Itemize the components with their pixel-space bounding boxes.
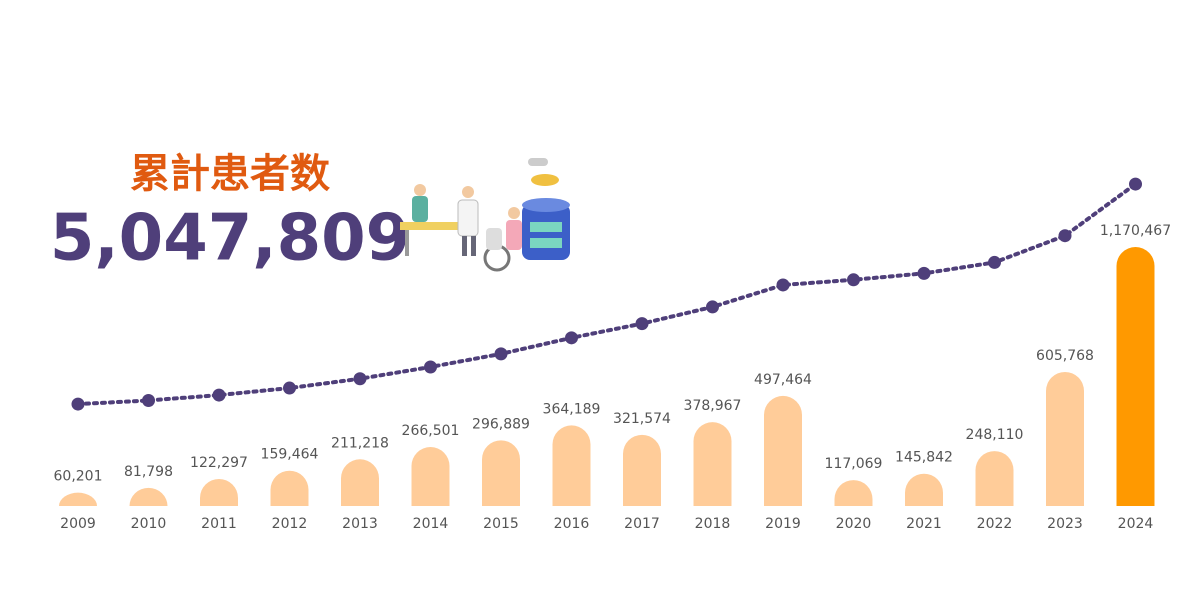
line-point <box>1129 177 1142 191</box>
x-tick-label: 2019 <box>765 516 801 532</box>
x-tick-label: 2016 <box>554 516 590 532</box>
bar <box>764 395 802 506</box>
cumulative-line <box>76 182 1138 407</box>
value-label: 81,798 <box>124 464 173 480</box>
bar <box>905 473 943 506</box>
bar <box>341 459 379 506</box>
bar <box>200 478 238 506</box>
bar <box>834 480 873 506</box>
line-point <box>494 347 508 361</box>
line-point <box>988 255 1001 269</box>
value-label: 266,501 <box>402 423 460 439</box>
x-tick-label: 2018 <box>695 516 731 532</box>
line-point <box>565 331 578 345</box>
x-tick-label: 2021 <box>906 516 942 532</box>
line-point <box>142 393 155 407</box>
x-tick-label: 2013 <box>342 516 378 532</box>
line-point <box>1058 229 1072 243</box>
line-point <box>353 372 367 386</box>
value-label: 117,069 <box>825 456 883 472</box>
x-tick-label: 2012 <box>272 516 308 532</box>
line-point <box>212 388 226 402</box>
bar <box>552 425 591 506</box>
x-tick-label: 2014 <box>413 516 449 532</box>
bar <box>623 434 661 506</box>
bar <box>975 451 1014 506</box>
value-label: 497,464 <box>754 372 812 388</box>
value-label: 1,170,467 <box>1100 223 1171 239</box>
bar <box>482 440 520 506</box>
x-tick-label: 2010 <box>131 516 167 532</box>
bar <box>1046 371 1084 506</box>
bar <box>411 447 450 506</box>
line-point <box>917 266 931 280</box>
x-tick-label: 2011 <box>201 516 237 532</box>
x-tick-label: 2023 <box>1047 516 1083 532</box>
value-label: 364,189 <box>543 401 601 417</box>
x-tick-label: 2017 <box>624 516 660 532</box>
bar <box>693 422 732 506</box>
total-count: 5,047,809 <box>50 202 410 276</box>
x-tick-label: 2024 <box>1118 516 1154 532</box>
x-tick-label: 2009 <box>60 516 96 532</box>
bar <box>129 487 168 506</box>
value-label: 605,768 <box>1036 348 1094 364</box>
line-point <box>847 273 860 287</box>
value-label: 378,967 <box>684 398 742 414</box>
chart-title: 累計患者数 <box>130 151 330 197</box>
line-point <box>424 360 437 374</box>
bar <box>1116 247 1155 506</box>
line-point <box>635 317 649 331</box>
line-point <box>283 381 296 395</box>
x-tick-label: 2022 <box>977 516 1013 532</box>
value-label: 145,842 <box>895 450 953 466</box>
value-label: 159,464 <box>261 447 319 463</box>
value-label: 122,297 <box>190 455 248 471</box>
x-tick-label: 2015 <box>483 516 519 532</box>
value-label: 296,889 <box>472 416 530 432</box>
line-point <box>776 278 790 292</box>
bar <box>270 470 309 506</box>
line-point <box>706 300 719 314</box>
illustration <box>400 158 570 272</box>
value-label: 60,201 <box>54 469 103 485</box>
value-label: 321,574 <box>613 411 671 427</box>
x-tick-label: 2020 <box>836 516 872 532</box>
line-point <box>71 397 85 411</box>
value-label: 248,110 <box>966 427 1024 443</box>
value-label: 211,218 <box>331 435 389 451</box>
bar <box>59 492 97 506</box>
